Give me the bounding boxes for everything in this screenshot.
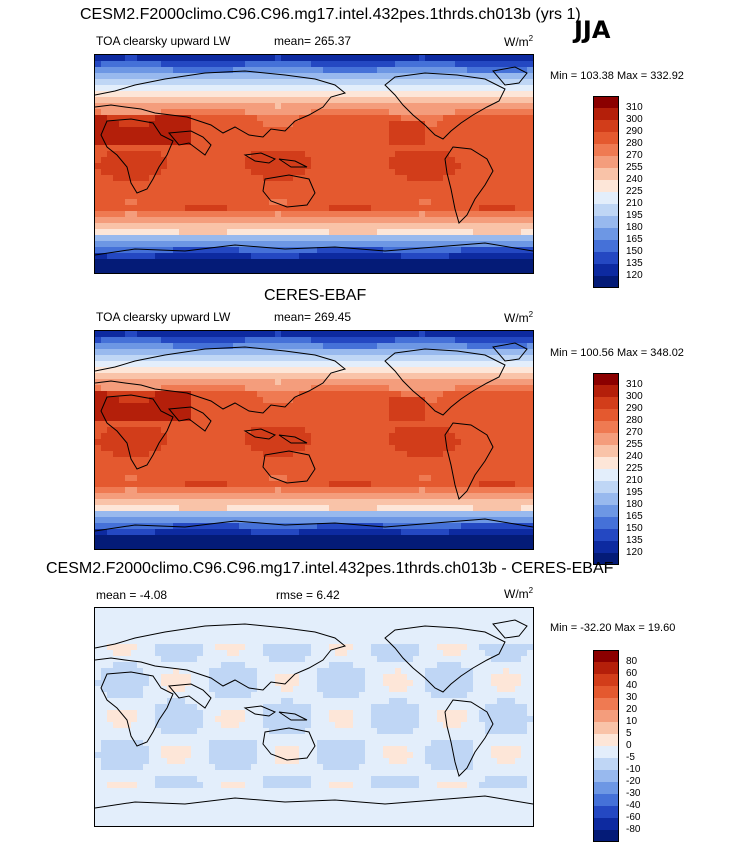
colorbar-tick-label: 180 [626,500,643,510]
colorbar-tick-label: 240 [626,175,643,185]
min-max-stats: Min = 100.56 Max = 348.02 [550,347,684,359]
units-label: W/m2 [504,310,533,325]
rmse-value: rmse = 6.42 [276,588,340,602]
panel-title: CESM2.F2000climo.C96.C96.mg17.intel.432p… [80,6,581,24]
colorbar-tick-label: 80 [626,657,637,667]
world-map [94,330,534,550]
colorbar-tick-label: 120 [626,271,643,281]
min-max-stats: Min = -32.20 Max = 19.60 [550,622,675,634]
colorbar-tick-label: 270 [626,428,643,438]
colorbar-tick-label: 310 [626,103,643,113]
colorbar-tick-label: -40 [626,801,640,811]
min-max-stats: Min = 103.38 Max = 332.92 [550,70,684,82]
colorbar-tick-label: 195 [626,488,643,498]
colorbar-tick-label: 165 [626,512,643,522]
colorbar-tick-label: 210 [626,199,643,209]
world-map [94,54,534,274]
colorbar-tick-label: 60 [626,669,637,679]
panel-title: CERES-EBAF [264,287,366,305]
colorbar-tick-label: 30 [626,693,637,703]
colorbar-tick-label: 135 [626,259,643,269]
mean-value: mean= 265.37 [274,34,351,48]
colorbar-tick-label: 150 [626,247,643,257]
mean-value: mean = -4.08 [96,588,167,602]
colorbar-tick-label: 20 [626,705,637,715]
colorbar-tick-label: 0 [626,741,632,751]
colorbar-tick-label: -30 [626,789,640,799]
units-label: W/m2 [504,34,533,49]
colorbar-tick-label: 270 [626,151,643,161]
colorbar-tick-label: -60 [626,813,640,823]
colorbar-tick-label: 310 [626,380,643,390]
colorbar-tick-label: 180 [626,223,643,233]
colorbar-tick-label: 210 [626,476,643,486]
colorbar-tick-label: 5 [626,729,632,739]
colorbar-tick-label: 290 [626,404,643,414]
colorbar-frame [593,96,619,288]
colorbar-frame [593,650,619,842]
colorbar-frame [593,373,619,565]
colorbar-tick-label: 300 [626,115,643,125]
units-label: W/m2 [504,586,533,601]
colorbar-tick-label: 150 [626,524,643,534]
colorbar-tick-label: 225 [626,187,643,197]
mean-value: mean= 269.45 [274,310,351,324]
colorbar-tick-label: 280 [626,416,643,426]
colorbar-tick-label: 240 [626,452,643,462]
colorbar-tick-label: 195 [626,211,643,221]
colorbar-tick-label: 280 [626,139,643,149]
world-map [94,607,534,827]
colorbar-tick-label: 120 [626,548,643,558]
colorbar-tick-label: 135 [626,536,643,546]
panel-title: CESM2.F2000climo.C96.C96.mg17.intel.432p… [46,560,613,578]
colorbar-tick-label: 225 [626,464,643,474]
colorbar-tick-label: 40 [626,681,637,691]
colorbar-tick-label: 290 [626,127,643,137]
variable-label: TOA clearsky upward LW [96,34,230,48]
colorbar-tick-label: -5 [626,753,635,763]
colorbar-tick-label: 165 [626,235,643,245]
colorbar-tick-label: 10 [626,717,637,727]
colorbar-tick-label: -20 [626,777,640,787]
colorbar-tick-label: 300 [626,392,643,402]
colorbar-tick-label: -10 [626,765,640,775]
variable-label: TOA clearsky upward LW [96,310,230,324]
colorbar-tick-label: 255 [626,163,643,173]
colorbar-tick-label: 255 [626,440,643,450]
colorbar-tick-label: -80 [626,825,640,835]
